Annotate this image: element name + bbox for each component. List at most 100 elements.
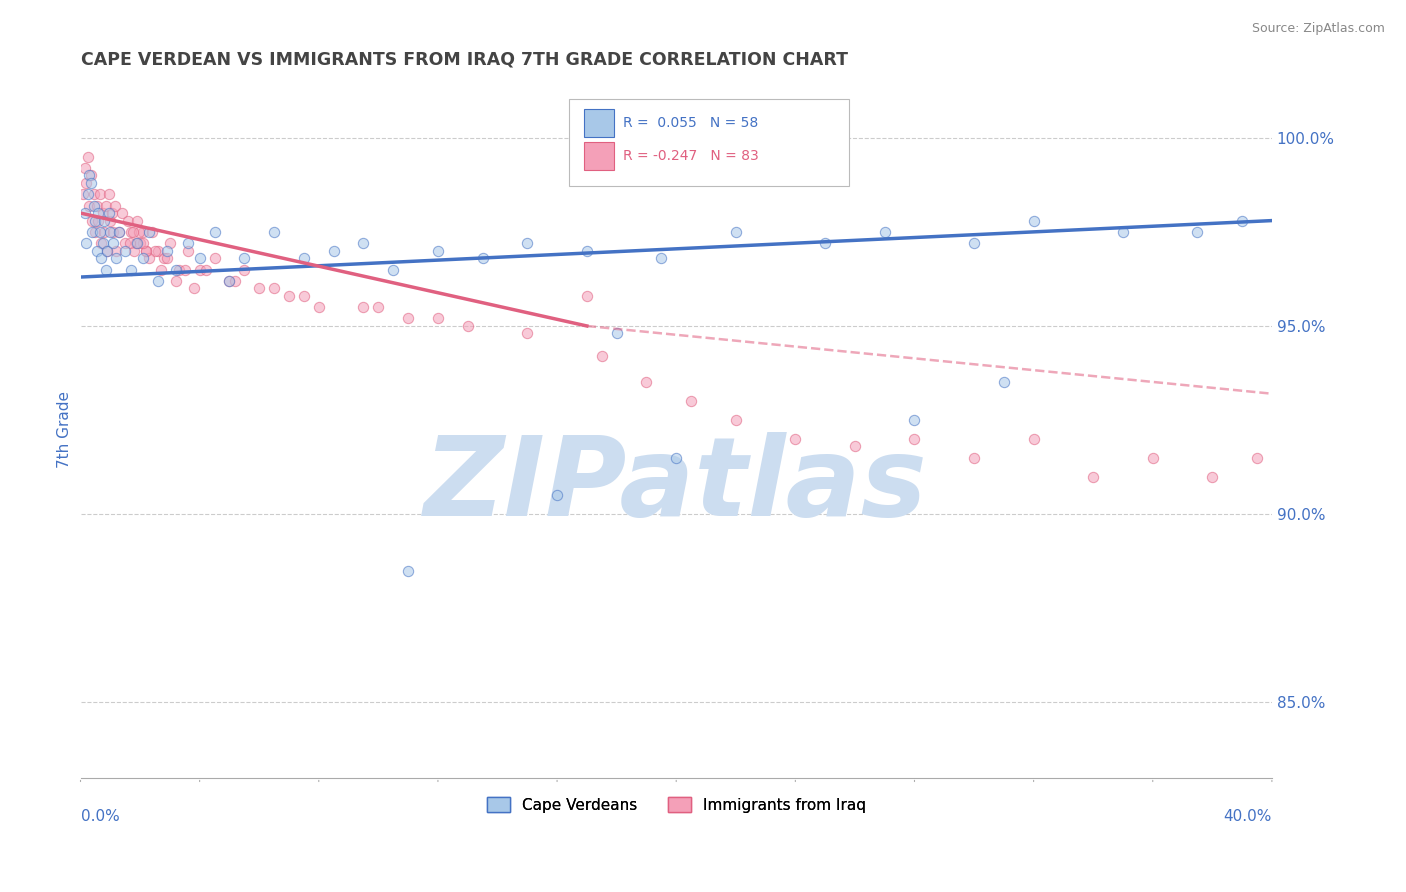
- Point: [724, 413, 747, 427]
- Point: [129, 236, 152, 251]
- Point: [108, 225, 131, 239]
- Point: [188, 262, 211, 277]
- Point: [650, 251, 672, 265]
- Point: [91, 236, 114, 251]
- Point: [1083, 469, 1105, 483]
- Text: 40.0%: 40.0%: [1223, 809, 1272, 824]
- Point: [993, 376, 1015, 390]
- Point: [1142, 450, 1164, 465]
- Text: CAPE VERDEAN VS IMMIGRANTS FROM IRAQ 7TH GRADE CORRELATION CHART: CAPE VERDEAN VS IMMIGRANTS FROM IRAQ 7TH…: [80, 51, 848, 69]
- Point: [79, 169, 101, 183]
- Point: [82, 225, 104, 239]
- Point: [98, 213, 121, 227]
- Point: [165, 274, 187, 288]
- Point: [353, 300, 375, 314]
- Bar: [585, 142, 614, 169]
- Point: [83, 187, 105, 202]
- Point: [233, 251, 256, 265]
- Point: [159, 236, 181, 251]
- Point: [108, 225, 131, 239]
- Point: [86, 244, 108, 258]
- Point: [90, 236, 112, 251]
- Point: [141, 225, 163, 239]
- Point: [122, 244, 145, 258]
- Point: [153, 251, 176, 265]
- Point: [396, 564, 419, 578]
- Point: [963, 236, 986, 251]
- Point: [156, 244, 179, 258]
- Point: [292, 251, 315, 265]
- Point: [183, 281, 205, 295]
- Point: [546, 488, 568, 502]
- Point: [105, 251, 128, 265]
- Point: [308, 300, 330, 314]
- Point: [96, 244, 118, 258]
- Point: [83, 198, 105, 212]
- Point: [1230, 213, 1253, 227]
- Text: R = -0.247   N = 83: R = -0.247 N = 83: [623, 149, 758, 163]
- Point: [111, 206, 134, 220]
- Point: [146, 244, 169, 258]
- Point: [105, 244, 128, 258]
- Point: [204, 225, 226, 239]
- Point: [1022, 213, 1045, 227]
- Point: [426, 244, 449, 258]
- Point: [149, 262, 172, 277]
- Point: [114, 244, 136, 258]
- Point: [204, 251, 226, 265]
- Point: [103, 225, 125, 239]
- Point: [785, 432, 807, 446]
- Point: [156, 251, 179, 265]
- Point: [903, 413, 925, 427]
- Point: [224, 274, 246, 288]
- Point: [104, 198, 127, 212]
- Point: [173, 262, 195, 277]
- Point: [575, 289, 598, 303]
- Point: [292, 289, 315, 303]
- Point: [606, 326, 628, 341]
- Point: [963, 450, 986, 465]
- Point: [121, 225, 143, 239]
- Point: [127, 236, 149, 251]
- Point: [844, 439, 866, 453]
- Point: [516, 236, 538, 251]
- Point: [127, 213, 149, 227]
- Point: [80, 169, 103, 183]
- Point: [94, 198, 117, 212]
- Point: [575, 244, 598, 258]
- Point: [322, 244, 344, 258]
- Point: [120, 225, 142, 239]
- Point: [1246, 450, 1268, 465]
- Point: [103, 236, 125, 251]
- Point: [118, 236, 141, 251]
- Point: [218, 274, 240, 288]
- Point: [86, 198, 108, 212]
- Point: [90, 251, 112, 265]
- Point: [80, 176, 103, 190]
- Point: [278, 289, 301, 303]
- Point: [636, 376, 658, 390]
- Point: [367, 300, 389, 314]
- Point: [117, 213, 139, 227]
- Point: [77, 150, 100, 164]
- Point: [84, 213, 107, 227]
- Legend: Cape Verdeans, Immigrants from Iraq: Cape Verdeans, Immigrants from Iraq: [481, 790, 872, 819]
- Point: [135, 244, 157, 258]
- Point: [471, 251, 494, 265]
- Point: [128, 225, 150, 239]
- Text: 0.0%: 0.0%: [80, 809, 120, 824]
- Point: [457, 318, 479, 333]
- Point: [143, 244, 166, 258]
- Point: [903, 432, 925, 446]
- Y-axis label: 7th Grade: 7th Grade: [58, 391, 72, 468]
- FancyBboxPatch shape: [569, 99, 849, 186]
- Point: [89, 225, 111, 239]
- Point: [73, 161, 96, 175]
- Point: [724, 225, 747, 239]
- Point: [138, 225, 160, 239]
- Point: [396, 311, 419, 326]
- Point: [263, 281, 285, 295]
- Point: [165, 262, 187, 277]
- Point: [93, 225, 115, 239]
- Point: [96, 244, 118, 258]
